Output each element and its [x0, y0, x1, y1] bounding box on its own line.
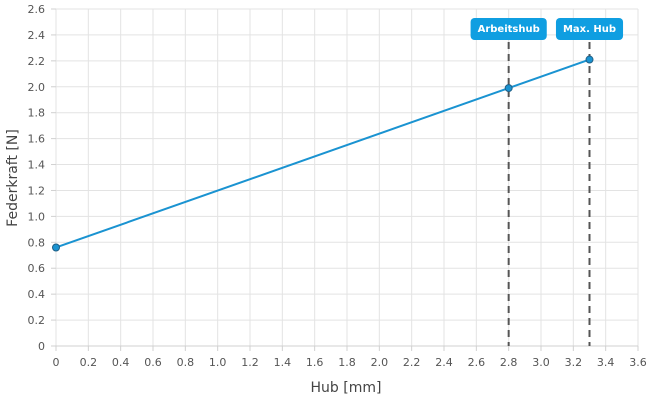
y-tick-label: 1.0	[28, 210, 46, 223]
x-tick-label: 0.6	[144, 356, 162, 369]
y-tick-label: 0.2	[28, 314, 46, 327]
x-tick-label: 0	[53, 356, 60, 369]
x-tick-label: 1.2	[241, 356, 259, 369]
y-tick-label: 1.4	[28, 159, 46, 172]
y-tick-label: 0.4	[28, 288, 46, 301]
y-tick-label: 1.8	[28, 107, 46, 120]
x-tick-label: 1.6	[306, 356, 324, 369]
data-point	[585, 55, 594, 64]
marker-badges: Arbeitshub Max. Hub	[470, 18, 624, 40]
y-tick-label: 0.6	[28, 262, 46, 275]
x-tick-label: 3.4	[597, 356, 615, 369]
tick-labels: 0 0.2 0.4 0.6 0.8 1.0 1.2 1.4 1.6 1.8 2.0 2.2 2.4 2.6…	[28, 3, 647, 369]
y-tick-label: 2.4	[28, 29, 46, 42]
grid	[51, 8, 639, 351]
marker-label: Max. Hub	[563, 24, 616, 35]
x-tick-label: 1.0	[209, 356, 227, 369]
x-tick-label: 2.6	[468, 356, 486, 369]
series-layer	[52, 55, 594, 252]
x-tick-label: 2.4	[435, 356, 453, 369]
x-tick-label: 3.2	[565, 356, 583, 369]
x-tick-label: 0.2	[80, 356, 98, 369]
x-tick-label: 2.0	[371, 356, 389, 369]
x-tick-label: 3.6	[629, 356, 647, 369]
y-tick-label: 0	[38, 340, 45, 353]
y-tick-label: 2.6	[28, 3, 46, 16]
x-tick-label: 1.4	[274, 356, 292, 369]
x-tick-label: 1.8	[338, 356, 356, 369]
marker-badge-bg	[470, 18, 547, 40]
marker-badge: Max. Hub	[555, 18, 624, 40]
x-tick-label: 0.4	[112, 356, 130, 369]
x-tick-label: 3.0	[532, 356, 550, 369]
y-tick-label: 1.6	[28, 133, 46, 146]
x-axis-title: Hub [mm]	[311, 380, 382, 396]
y-tick-label: 2.2	[28, 55, 46, 68]
marker-badge-bg	[555, 18, 624, 40]
marker-label: Arbeitshub	[478, 24, 540, 35]
data-point	[504, 84, 513, 93]
x-tick-label: 0.8	[177, 356, 195, 369]
x-tick-label: 2.8	[500, 356, 518, 369]
y-tick-label: 2.0	[28, 81, 46, 94]
y-tick-label: 1.2	[28, 184, 46, 197]
y-axis-title: Federkraft [N]	[5, 129, 21, 227]
marker-badge: Arbeitshub	[470, 18, 547, 40]
data-point	[52, 243, 60, 252]
x-tick-label: 2.2	[403, 356, 421, 369]
marker-lines	[507, 30, 591, 346]
y-tick-label: 0.8	[28, 236, 46, 249]
